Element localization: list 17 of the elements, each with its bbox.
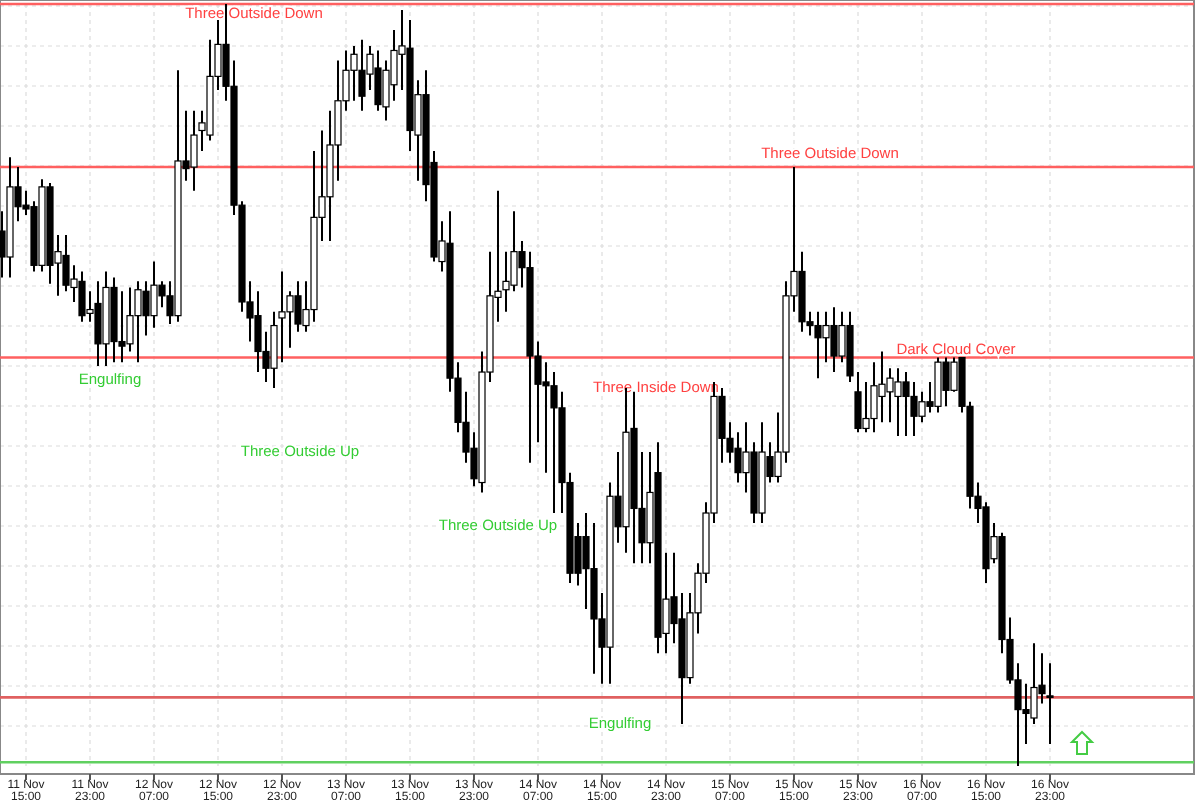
candlestick bbox=[902, 371, 910, 438]
candlestick bbox=[894, 367, 902, 438]
candlestick bbox=[934, 356, 942, 414]
candlestick bbox=[78, 270, 86, 323]
candlestick bbox=[814, 310, 822, 380]
candlestick bbox=[910, 380, 918, 438]
candlestick bbox=[830, 306, 838, 374]
candlestick bbox=[134, 280, 142, 364]
candlestick bbox=[150, 260, 158, 329]
candlestick bbox=[94, 280, 102, 367]
candlestick bbox=[878, 350, 886, 424]
candlestick bbox=[942, 356, 950, 408]
candlestick bbox=[822, 310, 830, 364]
candlestick bbox=[918, 390, 926, 424]
candlestick bbox=[190, 109, 198, 192]
candlestick bbox=[358, 38, 366, 112]
candlestick bbox=[142, 280, 150, 337]
